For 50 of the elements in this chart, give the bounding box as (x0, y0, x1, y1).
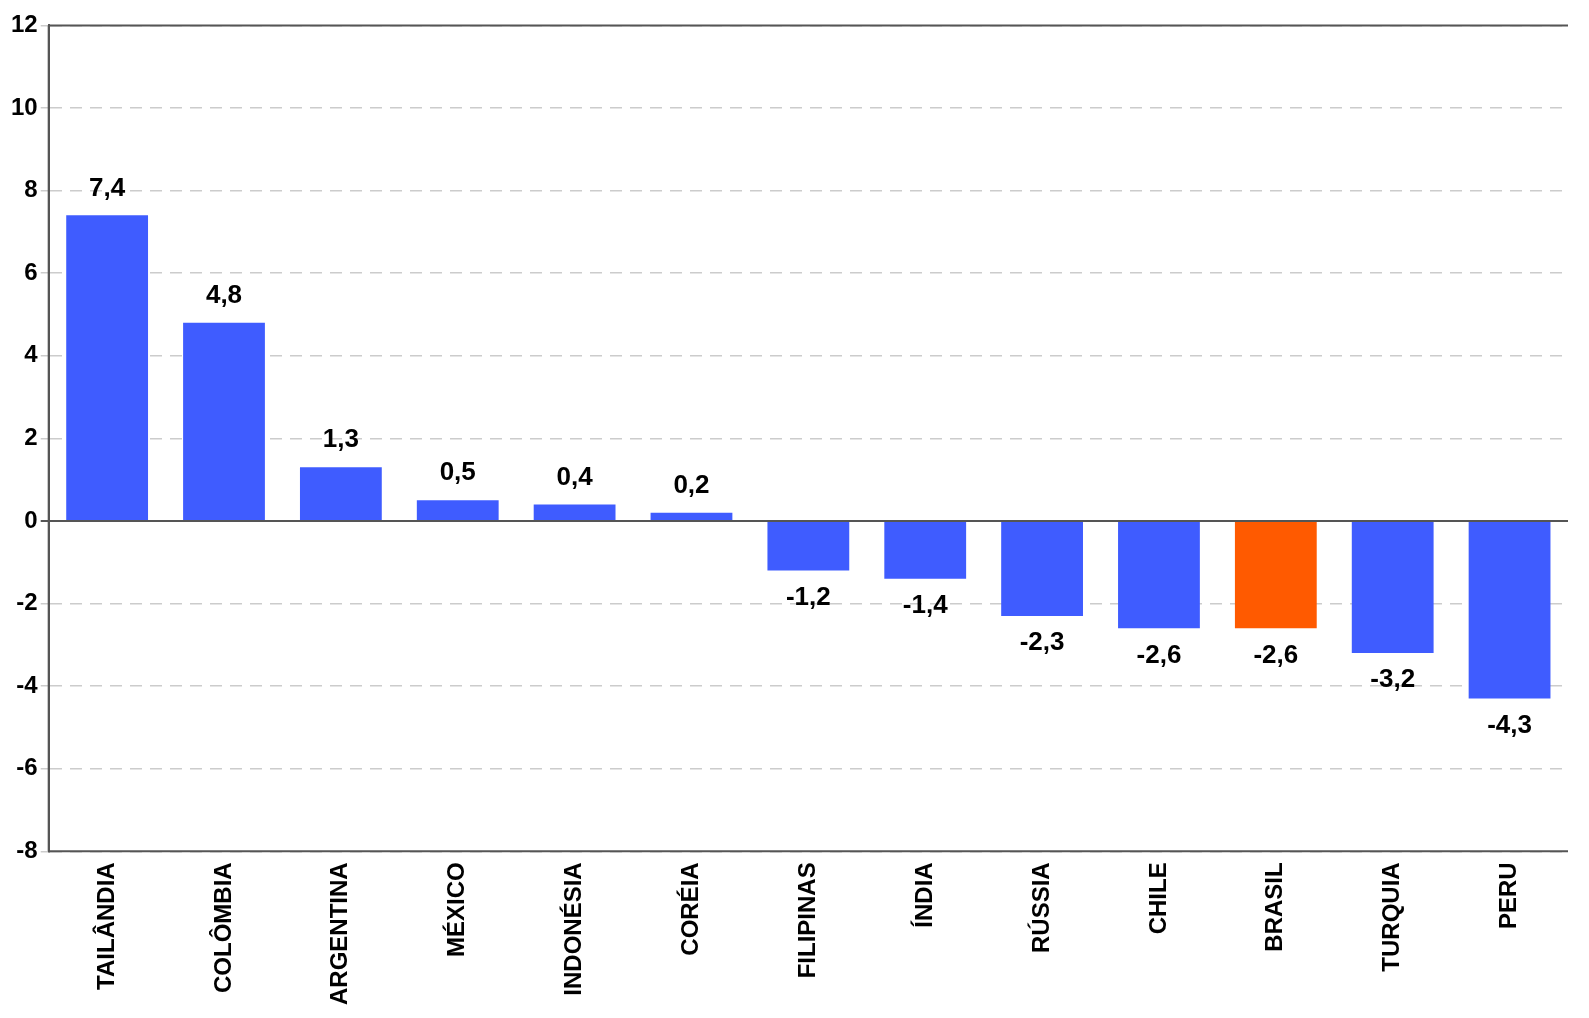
bar (533, 504, 616, 520)
data-label: -2,6 (1136, 638, 1182, 669)
bar (1001, 521, 1083, 616)
data-label: 0,5 (439, 456, 476, 487)
data-label: -1,4 (902, 588, 949, 619)
data-label: -4,3 (1487, 708, 1532, 739)
bar (416, 500, 499, 520)
y-tick-label: -8 (16, 835, 38, 863)
data-label: -3,2 (1370, 663, 1416, 694)
x-tick-label: BRASIL (1260, 862, 1288, 952)
data-label: 1,3 (322, 423, 359, 454)
bar (884, 521, 967, 579)
y-tick-label: -4 (16, 670, 39, 698)
bar (1118, 521, 1200, 629)
x-tick-label: ÍNDIA (909, 862, 937, 928)
bar (1234, 521, 1317, 629)
x-tick-label: MÉXICO (442, 862, 470, 958)
x-tick-label: CHILE (1143, 862, 1171, 935)
x-tick-label: FILIPINAS (792, 862, 820, 979)
y-tick-label: 2 (24, 422, 38, 450)
x-tick-label: INDONÉSIA (559, 862, 587, 996)
bar (650, 512, 733, 520)
x-tick-label: CORÉIA (676, 862, 704, 956)
data-label: -2,3 (1019, 626, 1065, 657)
y-tick-label: -2 (16, 588, 38, 616)
bar (66, 215, 149, 520)
bar (1468, 521, 1551, 699)
data-label: -1,2 (785, 580, 831, 611)
x-tick-label: COLÔMBIA (208, 862, 236, 993)
y-tick-label: 6 (24, 257, 38, 285)
y-tick-label: 0 (24, 505, 38, 533)
x-tick-label: TAILÂNDIA (91, 862, 119, 990)
bar (299, 467, 382, 520)
y-tick-label: 12 (10, 10, 38, 38)
bar (1351, 521, 1434, 654)
y-tick-label: 8 (24, 175, 38, 203)
y-tick-label: -6 (16, 753, 38, 781)
x-tick-label: TURQUIA (1377, 862, 1405, 972)
y-tick-label: 10 (10, 92, 38, 120)
data-label: 0,4 (556, 460, 594, 491)
x-tick-label: PERU (1494, 862, 1522, 930)
bar (767, 521, 850, 571)
data-label: 7,4 (89, 171, 126, 202)
data-label: 4,8 (205, 278, 243, 309)
data-label: -2,6 (1253, 638, 1299, 669)
data-label: 0,2 (673, 468, 710, 499)
x-tick-label: RÚSSIA (1026, 862, 1054, 954)
bar (183, 322, 265, 520)
y-tick-label: 4 (24, 340, 39, 368)
x-tick-label: ARGENTINA (325, 862, 353, 1006)
